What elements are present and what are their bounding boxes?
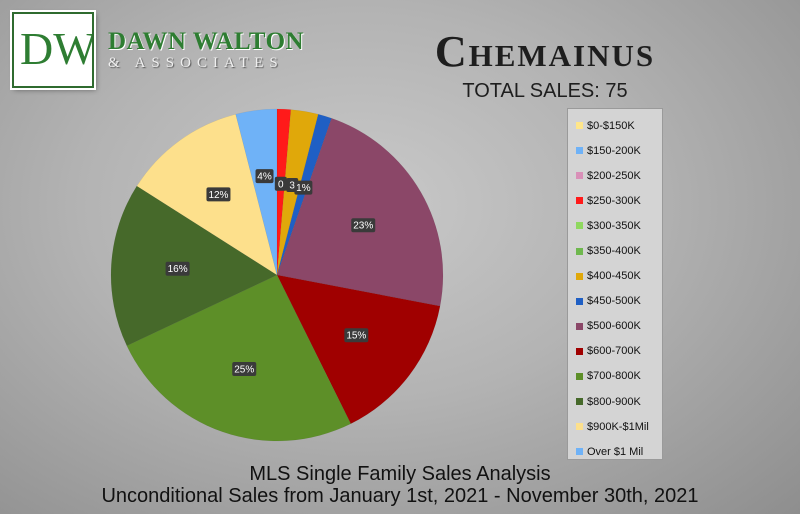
- pie-slice-800-900k: [110, 185, 278, 347]
- svg-text:1%: 1%: [296, 183, 311, 194]
- legend-swatch: [576, 247, 583, 255]
- svg-text:3: 3: [289, 180, 295, 191]
- legend-item: $200-250K: [576, 163, 662, 188]
- legend-item: $800-900K: [576, 389, 662, 414]
- legend-item: $300-350K: [576, 213, 662, 238]
- pie-slices: [110, 108, 444, 442]
- footer-title: MLS Single Family Sales Analysis: [249, 463, 551, 485]
- legend-label: $300-350K: [587, 219, 641, 232]
- pie-data-label: 25%: [232, 362, 257, 377]
- legend-swatch: [576, 322, 583, 330]
- legend-label: $900K-$1Mil: [587, 420, 649, 433]
- legend-item: $150-200K: [576, 138, 662, 163]
- pie-slice-600-700k: [276, 274, 441, 425]
- legend-item: Over $1 Mil: [576, 439, 662, 464]
- total-sales: TOTAL SALES: 75: [462, 80, 628, 102]
- pie-slice-450-500k: [276, 113, 332, 276]
- logo-monogram: DW: [20, 23, 92, 74]
- svg-text:12%: 12%: [208, 190, 228, 201]
- svg-text:16%: 16%: [168, 264, 188, 275]
- legend-swatch: [576, 147, 583, 155]
- legend-swatch: [576, 197, 583, 205]
- company-subtitle: & ASSOCIATES: [108, 55, 284, 71]
- legend-item: $400-450K: [576, 264, 662, 289]
- legend-label: $200-250K: [587, 169, 641, 182]
- svg-text:15%: 15%: [346, 331, 366, 342]
- legend-label: $450-500K: [587, 295, 641, 308]
- chart-legend: $0-$150K $150-200K $200-250K $250-300K $300-…: [567, 108, 663, 460]
- legend-label: $0-$150K: [587, 119, 635, 132]
- legend-label: $800-900K: [587, 395, 641, 408]
- legend-swatch: [576, 172, 583, 180]
- pie-data-label: 12%: [206, 187, 231, 202]
- legend-label: $500-600K: [587, 320, 641, 333]
- page-title: Chemainus: [434, 27, 656, 76]
- svg-text:4%: 4%: [257, 172, 272, 183]
- legend-item: $350-400K: [576, 238, 662, 263]
- pie-slice-500-600k: [276, 117, 444, 307]
- company-name: DAWN WALTON: [108, 28, 305, 55]
- legend-item: $500-600K: [576, 314, 662, 339]
- pie-data-label: 15%: [344, 328, 369, 343]
- legend-item: $450-500K: [576, 289, 662, 314]
- legend-swatch: [576, 347, 583, 355]
- svg-text:0: 0: [278, 179, 284, 190]
- pie-slice-250-300k: [276, 108, 292, 276]
- pie-data-label: 1%: [294, 180, 313, 195]
- legend-swatch: [576, 272, 583, 280]
- pie-labels: 0 3 1% 23% 15% 25% 16% 12% 4%: [165, 169, 376, 377]
- legend-item: $900K-$1Mil: [576, 414, 662, 439]
- legend-label: $600-700K: [587, 345, 641, 358]
- pie-data-label: 23%: [351, 218, 376, 233]
- legend-label: $700-800K: [587, 370, 641, 383]
- legend-item: $250-300K: [576, 188, 662, 213]
- legend-swatch: [576, 372, 583, 380]
- svg-text:25%: 25%: [234, 365, 254, 376]
- legend-swatch: [576, 222, 583, 230]
- legend-label: $150-200K: [587, 144, 641, 157]
- legend-label: $400-450K: [587, 270, 641, 283]
- legend-swatch: [576, 448, 583, 456]
- legend-label: $250-300K: [587, 194, 641, 207]
- legend-swatch: [576, 398, 583, 406]
- legend-item: $600-700K: [576, 339, 662, 364]
- legend-swatch: [576, 297, 583, 305]
- legend-item: $700-800K: [576, 364, 662, 389]
- footer-subtitle: Unconditional Sales from January 1st, 20…: [101, 485, 699, 507]
- legend-label: Over $1 Mil: [587, 445, 644, 458]
- svg-text:23%: 23%: [353, 221, 373, 232]
- pie-slice-700-800k: [126, 274, 352, 442]
- pie-data-label: 0: [274, 176, 287, 191]
- legend-swatch: [576, 423, 583, 431]
- pie-data-label: 4%: [255, 169, 274, 184]
- legend-item: $0-$150K: [576, 113, 662, 138]
- legend-label: $350-400K: [587, 245, 641, 258]
- pie-data-label: 16%: [165, 261, 190, 276]
- company-logo: DW: [12, 12, 94, 88]
- legend-swatch: [576, 122, 583, 130]
- pie-slice-over-1-mil: [235, 108, 278, 276]
